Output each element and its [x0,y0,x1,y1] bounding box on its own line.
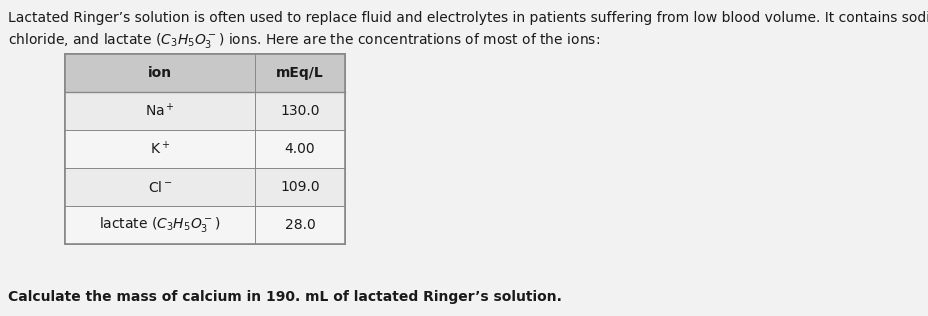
Bar [65,54,344,92]
Text: chloride, and lactate $\left(C_3H_5O_3^-\right)$ ions. Here are the concentratio: chloride, and lactate $\left(C_3H_5O_3^-… [8,31,599,50]
Text: Na$^+$: Na$^+$ [145,102,174,120]
Text: K$^+$: K$^+$ [149,140,170,158]
Bar [65,206,344,244]
Text: 4.00: 4.00 [284,142,315,156]
Bar [65,130,344,168]
Bar [65,92,344,130]
Text: 130.0: 130.0 [280,104,319,118]
Bar [65,54,344,244]
Text: lactate $\left(C_3H_5O_3^-\right)$: lactate $\left(C_3H_5O_3^-\right)$ [99,216,221,234]
Bar [65,168,344,206]
Text: ion: ion [148,66,172,80]
Text: Calculate the mass of calcium in 190. mL of lactated Ringer’s solution.: Calculate the mass of calcium in 190. mL… [8,290,561,304]
Text: 28.0: 28.0 [284,218,315,232]
Text: Cl$^-$: Cl$^-$ [148,179,173,195]
Text: Lactated Ringer’s solution is often used to replace fluid and electrolytes in pa: Lactated Ringer’s solution is often used… [8,11,928,25]
Text: 109.0: 109.0 [280,180,319,194]
Bar [65,54,344,244]
Text: mEq/L: mEq/L [276,66,324,80]
